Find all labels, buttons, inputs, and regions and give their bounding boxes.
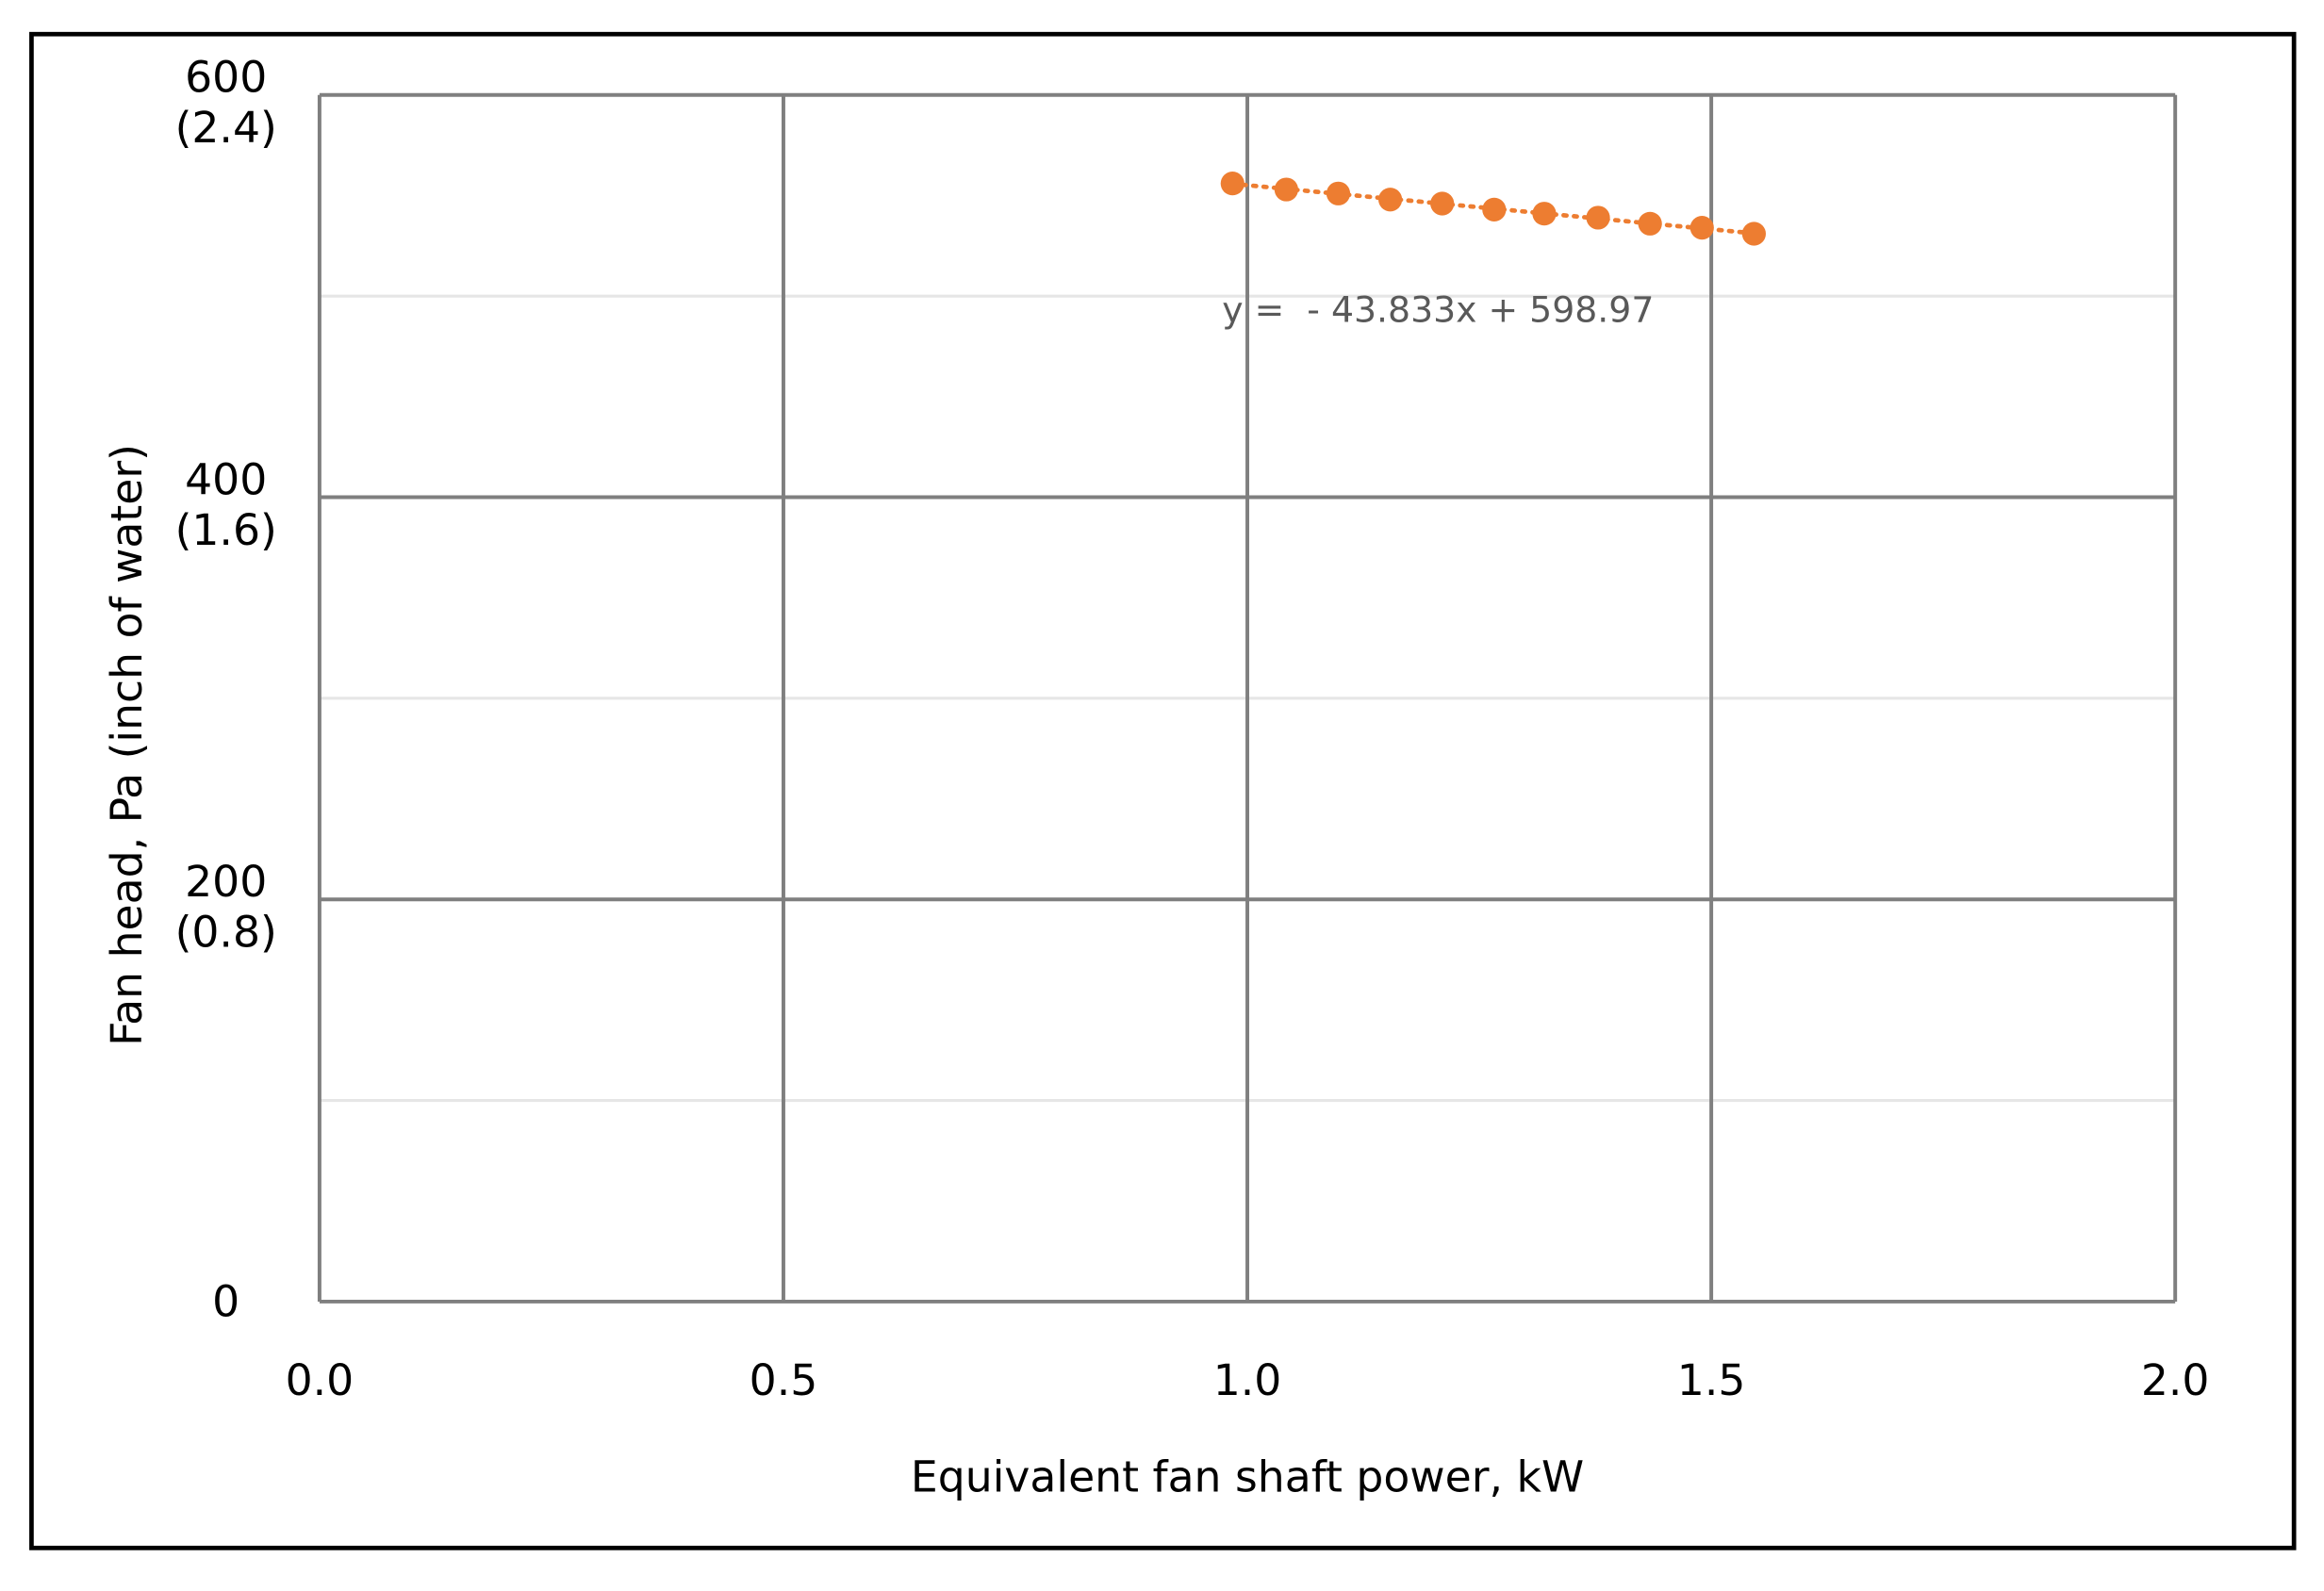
- y-tick-label: 200 (0.8): [175, 857, 277, 958]
- data-point: [1482, 197, 1507, 221]
- trendline-equation: y = - 43.833x + 598.97: [1222, 289, 1654, 331]
- data-point: [1274, 177, 1298, 202]
- x-tick-label: 0.5: [750, 1355, 818, 1405]
- data-point: [1586, 205, 1610, 230]
- data-point: [1326, 181, 1351, 205]
- data-point: [1532, 202, 1557, 226]
- y-tick-label: 400 (1.6): [175, 454, 277, 555]
- data-point: [1741, 221, 1766, 246]
- x-tick-label: 1.5: [1677, 1355, 1746, 1405]
- y-tick-label: 0: [212, 1277, 239, 1327]
- chart-border: [29, 31, 2297, 1550]
- x-tick-label: 2.0: [2141, 1355, 2210, 1405]
- y-tick-label: 600 (2.4): [175, 53, 277, 154]
- data-point: [1689, 215, 1714, 240]
- x-tick-label: 1.0: [1213, 1355, 1282, 1405]
- x-axis-title: Equivalent fan shaft power, kW: [911, 1452, 1584, 1501]
- y-axis-title: Fan head, Pa (inch of water): [102, 444, 152, 1046]
- x-tick-label: 0.0: [286, 1355, 354, 1405]
- data-point: [1378, 188, 1403, 212]
- data-point: [1430, 191, 1455, 216]
- data-point: [1220, 172, 1244, 196]
- data-point: [1638, 211, 1662, 236]
